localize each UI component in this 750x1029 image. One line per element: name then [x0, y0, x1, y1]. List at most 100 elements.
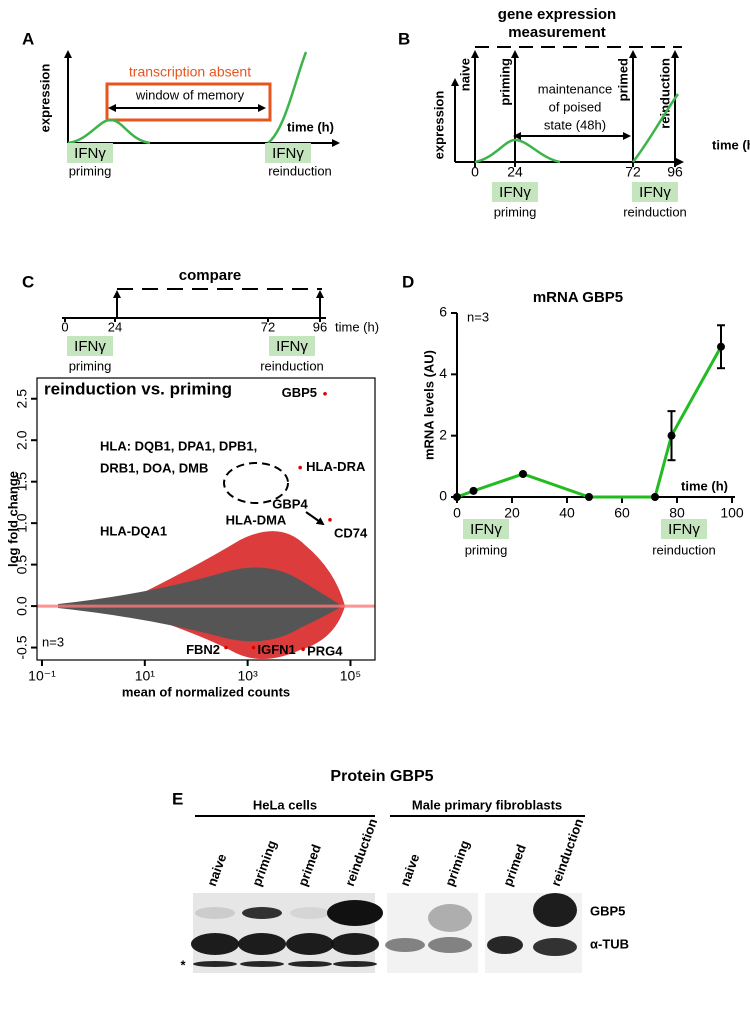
expression-curve — [67, 118, 151, 145]
y-axis-label: expression — [37, 64, 52, 133]
panel-letter: E — [172, 789, 183, 808]
data-point — [585, 493, 593, 501]
y-tick-label: 0.5 — [14, 555, 30, 575]
y-axis-label: mRNA levels (AU) — [421, 350, 436, 460]
phase-label: reinduction — [268, 163, 332, 178]
gene-label: GBP5 — [282, 385, 317, 400]
y-axis-label: log fold change — [5, 471, 20, 567]
x-tick-label: 10⁵ — [340, 668, 361, 684]
lane-label: reinduction — [342, 817, 380, 889]
gene-label: HLA-DRA — [306, 459, 366, 474]
annotation: HLA-DMA — [226, 512, 287, 527]
x-tick-label: 96 — [667, 164, 683, 180]
x-tick-label: 0 — [471, 164, 479, 180]
x-tick-label: 72 — [261, 319, 275, 334]
group-label: Male primary fibroblasts — [412, 797, 562, 812]
note: n=3 — [42, 634, 64, 649]
sample-label: primed — [615, 58, 630, 101]
band — [428, 904, 472, 932]
y-tick-label: 6 — [439, 304, 447, 320]
band — [333, 961, 377, 967]
band — [286, 933, 334, 955]
band — [385, 938, 425, 952]
stimulus-label: IFNγ — [272, 145, 304, 162]
stimulus-box — [661, 519, 707, 539]
plot-frame — [36, 377, 376, 661]
y-tick-label: 0.0 — [14, 596, 30, 616]
panel-letter: A — [22, 29, 34, 48]
x-tick-label: 72 — [625, 164, 641, 180]
stimulus-box — [269, 336, 315, 356]
band — [238, 933, 286, 955]
phase-label: reinduction — [652, 542, 716, 557]
band — [327, 900, 383, 926]
sample-label: reinduction — [657, 58, 672, 129]
gene-point — [298, 465, 302, 470]
y-tick-label: 1.5 — [14, 472, 30, 492]
phase-label: priming — [494, 204, 537, 219]
annotation: HLA: DQB1, DPA1, DPB1, — [100, 438, 257, 453]
sample-label: priming — [497, 58, 512, 106]
lane-label: naive — [397, 852, 422, 888]
band-marker: * — [180, 957, 186, 972]
data-point — [519, 470, 527, 478]
stimulus-box — [463, 519, 509, 539]
box-title: transcription absent — [129, 64, 251, 80]
stimulus-label: IFNγ — [74, 145, 106, 162]
box-text: window of memory — [135, 87, 245, 102]
stimulus-box — [67, 143, 113, 163]
stimulus-box — [492, 182, 538, 202]
x-axis-label: time (h) — [712, 137, 750, 152]
x-tick-label: 10⁻¹ — [28, 668, 56, 684]
band — [191, 933, 239, 955]
title: measurement — [508, 24, 606, 41]
gene-label: FBN2 — [186, 642, 220, 657]
lane-label: naive — [204, 852, 229, 888]
y-tick-label: 1.0 — [14, 513, 30, 533]
lane-label: primed — [500, 842, 529, 888]
band — [331, 933, 379, 955]
gene-label: IGFN1 — [257, 642, 295, 657]
count-cloud — [58, 567, 342, 642]
y-tick-label: 4 — [439, 365, 447, 381]
band — [533, 893, 577, 927]
stimulus-label: IFNγ — [499, 184, 531, 201]
expression-curve — [632, 93, 680, 163]
title: Protein GBP5 — [330, 768, 433, 785]
data-point — [667, 431, 676, 440]
x-tick-label: 60 — [614, 505, 630, 521]
data-point — [469, 486, 478, 495]
panel-letter: D — [402, 272, 414, 291]
stimulus-label: IFNγ — [470, 521, 502, 538]
band — [290, 907, 330, 919]
y-tick-label: 2.0 — [14, 430, 30, 450]
x-tick-label: 24 — [507, 164, 523, 180]
band — [487, 936, 523, 954]
data-point — [717, 342, 725, 351]
x-tick-label: 20 — [504, 505, 520, 521]
band-label: α-TUB — [590, 936, 629, 951]
expression-curve — [267, 51, 308, 144]
y-tick-label: -0.5 — [14, 635, 30, 659]
expression-curve — [474, 138, 561, 164]
data-point — [453, 493, 461, 501]
gene-point — [328, 518, 332, 522]
x-tick-label: 24 — [108, 319, 122, 334]
x-tick-label: 80 — [669, 505, 685, 521]
phase-label: priming — [465, 542, 508, 557]
stimulus-box — [67, 336, 113, 356]
band — [428, 937, 472, 953]
phase-label: priming — [69, 163, 112, 178]
y-axis-label: expression — [431, 91, 446, 160]
y-tick-label: 0 — [439, 488, 447, 504]
note: of poised — [549, 99, 602, 114]
stimulus-label: IFNγ — [668, 521, 700, 538]
x-tick-label: 10³ — [238, 668, 259, 684]
group-label: HeLa cells — [253, 797, 317, 812]
x-axis-label: mean of normalized counts — [122, 684, 290, 699]
gene-label: PRG4 — [307, 644, 343, 659]
x-tick-label: 0 — [453, 505, 461, 521]
stimulus-label: IFNγ — [276, 338, 308, 355]
panel-letter: C — [22, 272, 34, 291]
